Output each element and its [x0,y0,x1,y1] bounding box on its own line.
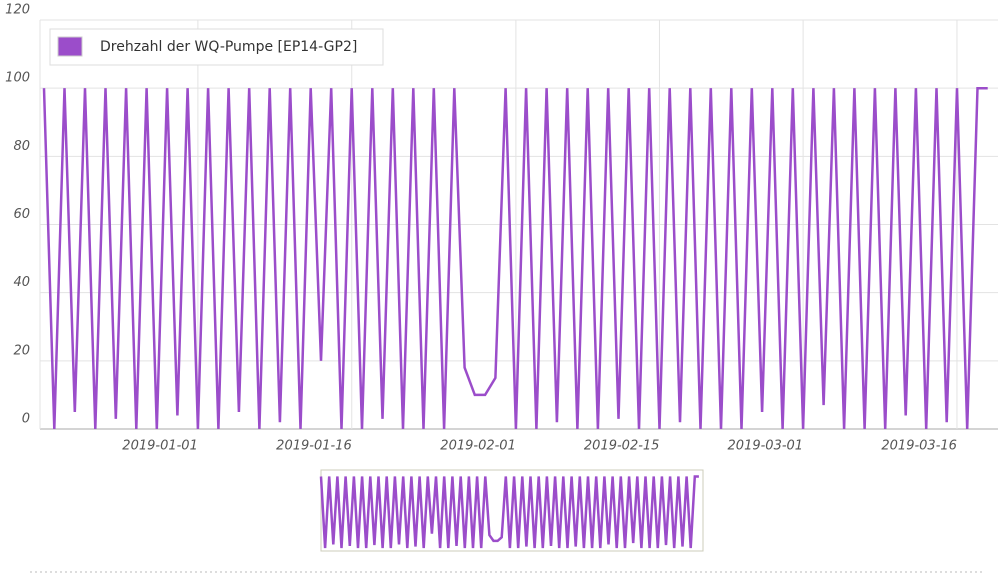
legend-swatch [57,36,83,57]
x-tick-label: 2019-01-16 [276,439,352,454]
y-tick-label: 0 [22,412,30,427]
x-tick-label: 2019-02-01 [440,439,516,454]
data-line [42,86,988,430]
y-tick-label: 100 [5,71,30,86]
y-tick-label: 40 [13,275,30,290]
legend-label: Drehzahl der WQ-Pumpe [EP14-GP2] [100,39,357,55]
x-tick-label: 2019-03-01 [728,439,804,454]
x-tick-label: 2019-01-01 [122,439,198,454]
navigator-line [319,475,699,549]
y-tick-label: 60 [13,207,30,222]
x-tick-label: 2019-03-16 [881,439,957,454]
y-tick-label: 20 [13,343,30,358]
x-tick-label: 2019-02-15 [584,439,660,454]
y-tick-label: 80 [13,139,30,154]
legend-box [49,28,384,66]
y-tick-label: 120 [5,3,30,18]
